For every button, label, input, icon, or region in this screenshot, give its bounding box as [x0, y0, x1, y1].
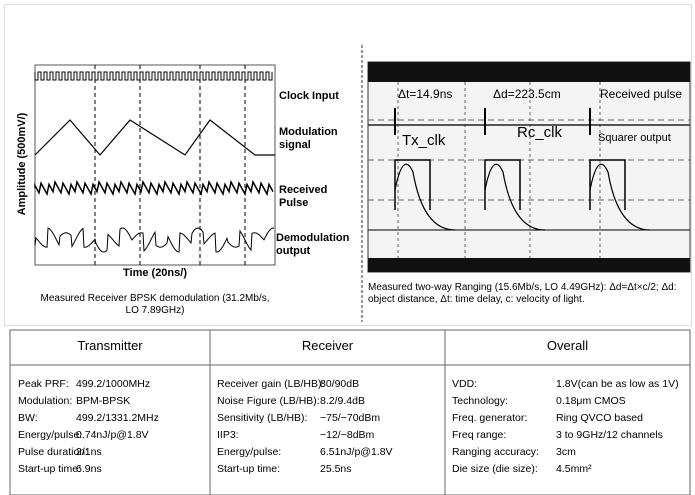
trace-label: Received Pulse [279, 184, 339, 210]
spec-value: 1.8V(can be as low as 1V) [556, 378, 679, 390]
spec-label: Energy/pulse: [217, 446, 281, 458]
spec-label: Technology: [452, 395, 508, 407]
trace-label: Clock Input [279, 90, 361, 103]
spec-label: IIP3: [217, 429, 239, 441]
left-scope [35, 65, 275, 265]
spec-value: 4.5mm² [556, 463, 592, 475]
annotation: Tx_clk [402, 132, 445, 149]
spec-label: Freq. generator: [452, 412, 527, 424]
spec-label: Sensitivity (LB/HB): [217, 412, 307, 424]
spec-value: 6.9ns [76, 463, 102, 475]
annotation: Δd=223.5cm [493, 87, 561, 101]
spec-value: 499.2/1331.2MHz [76, 412, 159, 424]
trace-label: Demodulation output [276, 232, 362, 258]
spec-value: 3cm [556, 446, 576, 458]
spec-value: 0.74nJ/p@1.8V [76, 429, 149, 441]
spec-label: Start-up time: [217, 463, 280, 475]
caption: Measured two-way Ranging (15.6Mb/s, LO 4… [368, 282, 688, 306]
spec-label: Modulation: [18, 395, 72, 407]
spec-value: −12/−8dBm [320, 429, 374, 441]
spec-label: Receiver gain (LB/HB): [217, 378, 324, 390]
table-header: Transmitter [10, 338, 210, 353]
annotation: Squarer output [598, 132, 671, 144]
spec-value: −75/−70dBm [320, 412, 380, 424]
spec-label: BW: [18, 412, 38, 424]
spec-label: VDD: [452, 378, 477, 390]
spec-value: 6.51nJ/p@1.8V [320, 446, 393, 458]
annotation: Received pulse [600, 87, 682, 101]
spec-label: Ranging accuracy: [452, 446, 539, 458]
spec-label: Noise Figure (LB/HB): [217, 395, 320, 407]
spec-value: 2/1ns [76, 446, 102, 458]
table-header: Overall [445, 338, 690, 353]
spec-value: 499.2/1000MHz [76, 378, 150, 390]
trace-label: Modulation signal [279, 126, 349, 152]
annotation: Δt=14.9ns [398, 87, 452, 101]
spec-label: Peak PRF: [18, 378, 69, 390]
spec-value: 25.5ns [320, 463, 352, 475]
spec-value: 3 to 9GHz/12 channels [556, 429, 663, 441]
spec-value: Ring QVCO based [556, 412, 643, 424]
spec-value: BPM-BPSK [76, 395, 130, 407]
y-axis-label: Amplitude (500mV/) [16, 104, 28, 224]
caption: Measured Receiver BPSK demodulation (31.… [40, 293, 270, 317]
x-axis-label: Time (20ns/) [35, 267, 275, 279]
spec-value: 80/90dB [320, 378, 359, 390]
spec-value: 0.18μm CMOS [556, 395, 626, 407]
annotation: Rc_clk [517, 124, 562, 141]
table-header: Receiver [210, 338, 445, 353]
spec-label: Die size (die size): [452, 463, 538, 475]
spec-label: Energy/pulse: [18, 429, 82, 441]
spec-label: Freq range: [452, 429, 506, 441]
spec-value: 8.2/9.4dB [320, 395, 365, 407]
spec-label: Start-up time: [18, 463, 81, 475]
page: Amplitude (500mV/) Time (20ns/) Clock In… [0, 0, 695, 495]
